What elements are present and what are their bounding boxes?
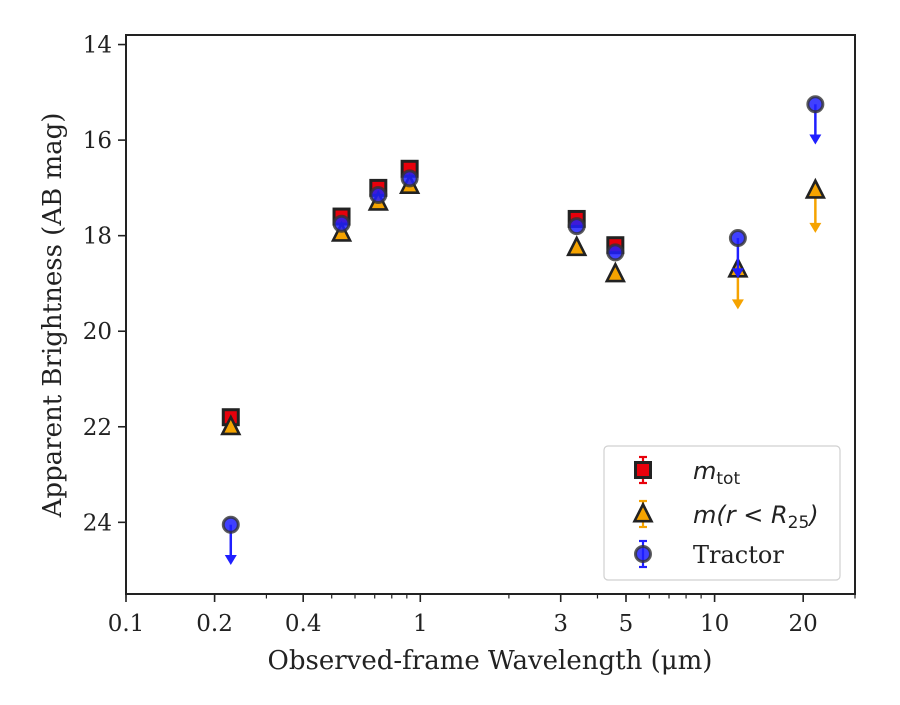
data-point-tractor (806, 95, 825, 114)
legend-label-tractor: Tractor (693, 541, 784, 569)
x-tick-label: 0.4 (285, 611, 322, 637)
x-tick-label: 10 (700, 611, 729, 637)
data-point-mr25 (804, 177, 826, 199)
legend: mtot m(r < R25) Tractor (603, 445, 841, 581)
y-tick-label: 20 (83, 319, 112, 345)
legend-label-mtot: mtot (693, 457, 740, 489)
data-point-tractor (332, 214, 351, 233)
series-tractor (221, 95, 825, 565)
legend-marker-mr25 (632, 501, 654, 523)
legend-marker-mtot (634, 461, 652, 479)
data-point-tractor (400, 169, 419, 188)
data-point-tractor (728, 229, 747, 248)
data-point-mr25 (220, 414, 242, 436)
y-tick-label: 16 (83, 128, 112, 154)
x-tick-label: 5 (619, 611, 634, 637)
legend-box (603, 445, 841, 581)
upper-limit-arrow (731, 299, 744, 310)
x-tick-label: 3 (553, 611, 568, 637)
y-axis-label: Apparent Brightness (AB mag) (38, 113, 68, 519)
upper-limit-arrow (809, 222, 822, 233)
upper-limit-arrow (224, 554, 237, 565)
x-tick-label: 0.1 (108, 611, 145, 637)
x-axis-label: Observed-frame Wavelength (μm) (268, 646, 713, 676)
data-point-tractor (606, 243, 625, 262)
legend-label-mr25: m(r < R25) (693, 501, 819, 533)
y-tick-label: 14 (83, 33, 112, 59)
upper-limit-arrow (809, 134, 822, 145)
data-point-tractor (369, 186, 388, 205)
y-tick-label: 18 (83, 224, 112, 250)
x-tick-label: 1 (413, 611, 428, 637)
series-mtot (221, 159, 625, 427)
data-point-tractor (221, 515, 240, 534)
y-tick-label: 24 (83, 510, 112, 536)
axes: 0.1 0.2 0.4 1 3 5 10 20 14 16 18 20 22 24 (83, 33, 856, 637)
data-point-tractor (567, 217, 586, 236)
series-mr25 (220, 173, 826, 436)
y-tick-label: 22 (83, 415, 112, 441)
x-tick-label: 20 (789, 611, 818, 637)
legend-marker-tractor (634, 545, 652, 563)
x-tick-label: 0.2 (196, 611, 233, 637)
upper-limit-arrow (731, 268, 744, 279)
plot-area (220, 95, 826, 565)
data-point-mr25 (566, 235, 588, 257)
data-point-mr25 (604, 261, 626, 283)
plot-frame (125, 34, 856, 595)
